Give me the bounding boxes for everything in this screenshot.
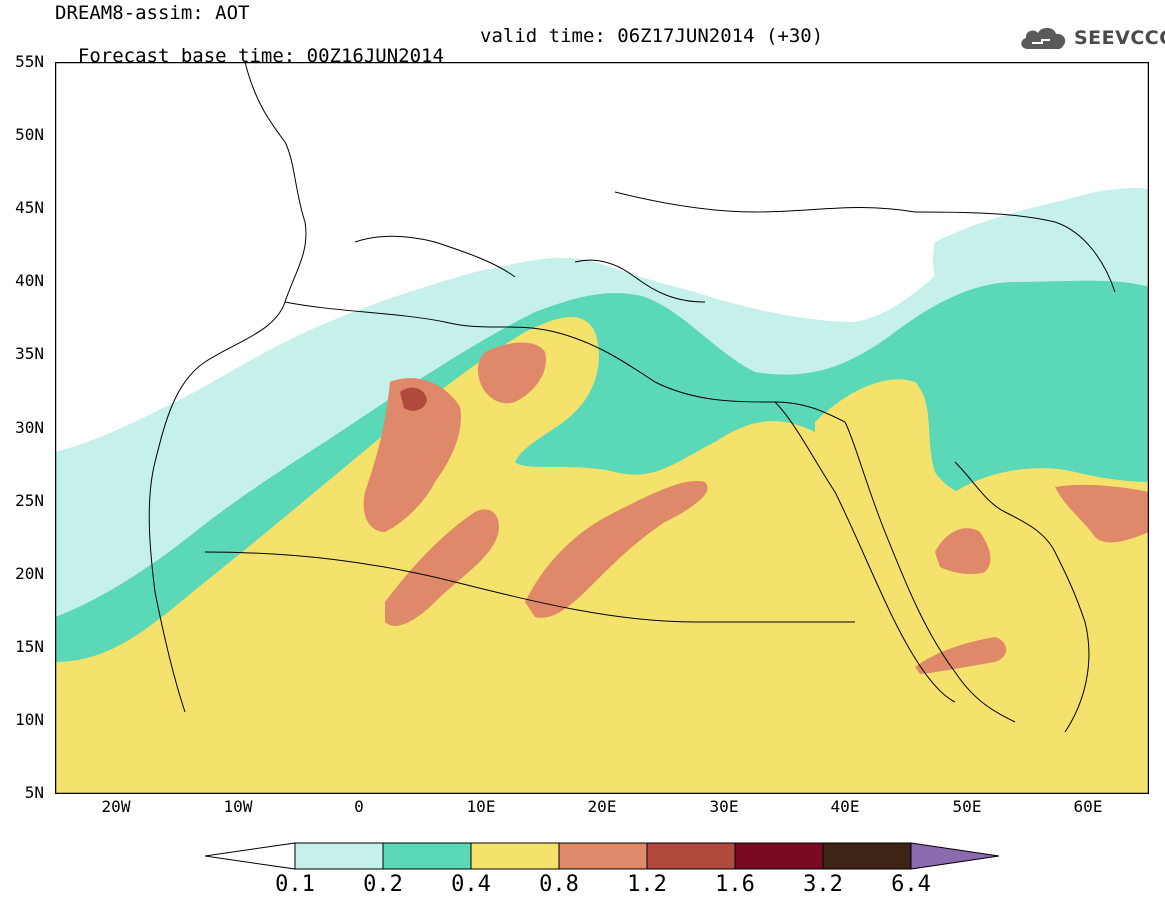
lat-tick-40n: 40N (15, 271, 44, 290)
colorbar-low-arrow (205, 842, 296, 870)
lat-tick-30n: 30N (15, 418, 44, 437)
aot-contour-0.8-sahara (385, 509, 499, 626)
lat-tick-45n: 45N (15, 198, 44, 217)
colorbar-label-0.2: 0.2 (363, 872, 403, 897)
coastlines (148, 62, 1116, 733)
colorbar-high-arrow (910, 842, 1000, 870)
cloud-icon (1021, 27, 1066, 49)
colorbar-label-0.1: 0.1 (275, 872, 315, 897)
lon-tick-20w: 20W (101, 797, 131, 816)
lat-tick-15n: 15N (15, 637, 44, 656)
lon-tick-60e: 60E (1073, 797, 1103, 816)
logo-text: SEEVCCC (1074, 27, 1165, 49)
forecast-base-time: Forecast base time: 00Z16JUN2014 valid t… (55, 26, 823, 86)
colorbar-bin-3.2-6.4 (822, 842, 912, 870)
lon-tick-10e: 10E (466, 797, 496, 816)
aot-map (55, 62, 1149, 794)
lat-tick-25n: 25N (15, 491, 44, 510)
aot-contour-0.8-yemen (915, 637, 1007, 674)
lon-tick-10w: 10W (223, 797, 253, 816)
colorbar-bin-1.2-1.6 (646, 842, 736, 870)
lat-tick-50n: 50N (15, 125, 44, 144)
lat-tick-5n: 5N (24, 783, 44, 802)
lat-tick-55n: 55N (15, 52, 44, 71)
lon-tick-50e: 50E (952, 797, 982, 816)
colorbar-bin-0.4-0.8 (470, 842, 560, 870)
lat-tick-20n: 20N (15, 564, 44, 583)
lon-tick-20e: 20E (587, 797, 617, 816)
map-border (55, 62, 1149, 794)
lat-tick-10n: 10N (15, 710, 44, 729)
lon-tick-0: 0 (354, 797, 364, 816)
colorbar-label-1.2: 1.2 (627, 872, 667, 897)
aot-contour-0.8-libya (525, 481, 708, 618)
colorbar-label-0.8: 0.8 (539, 872, 579, 897)
aot-contour-1.2 (400, 387, 427, 411)
colorbar-bin-0.8-1.2 (558, 842, 648, 870)
map-title: DREAM8-assim: AOT (55, 2, 250, 24)
colorbar-label-3.2: 3.2 (803, 872, 843, 897)
lon-tick-30e: 30E (709, 797, 739, 816)
aot-contour-0.8-arabia (935, 528, 991, 575)
colorbar-bin-1.6-3.2 (734, 842, 824, 870)
colorbar-label-0.4: 0.4 (451, 872, 491, 897)
base-time-text: Forecast base time: 00Z16JUN2014 (77, 45, 444, 67)
aot-contour-0.8-atlas (363, 378, 461, 532)
lon-tick-40e: 40E (830, 797, 860, 816)
aot-contour-0.8-tunisia (477, 342, 546, 404)
colorbar-bin-0.1-0.2 (294, 842, 384, 870)
colorbar (205, 842, 1000, 870)
colorbar-label-1.6: 1.6 (715, 872, 755, 897)
colorbar-bin-0.2-0.4 (382, 842, 472, 870)
colorbar-label-6.4: 6.4 (891, 872, 931, 897)
aot-contour-0.8-iran (1055, 484, 1149, 543)
seevccc-logo: SEEVCCC (1018, 22, 1165, 54)
lat-tick-35n: 35N (15, 344, 44, 363)
valid-time-text: valid time: 06Z17JUN2014 (+30) (480, 25, 824, 47)
